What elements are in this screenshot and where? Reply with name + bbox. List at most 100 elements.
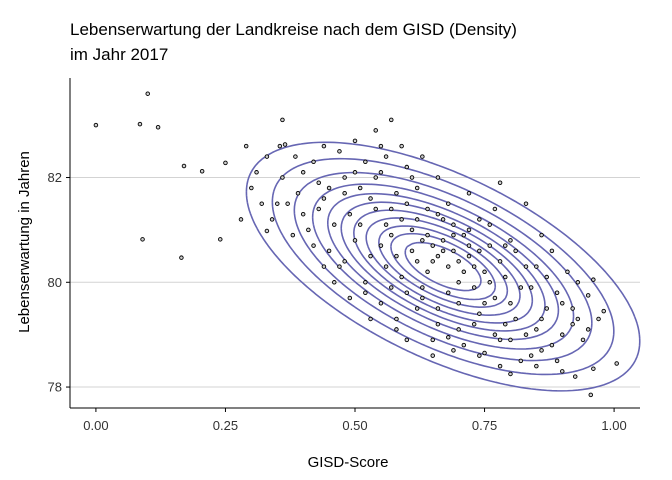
data-point-45: [326, 248, 332, 254]
data-point-103: [254, 170, 259, 175]
data-point-9: [223, 160, 228, 166]
data-point-3: [155, 124, 161, 130]
data-point-74: [420, 285, 425, 290]
data-point-46: [337, 264, 342, 269]
data-point-112: [549, 342, 555, 348]
data-point-80: [373, 206, 378, 212]
data-point-2: [137, 121, 143, 127]
y-tick-label-0: 78: [48, 380, 62, 395]
data-point-149: [332, 280, 337, 285]
data-point-141: [482, 300, 487, 306]
data-point-72: [461, 232, 467, 238]
data-point-42: [420, 154, 425, 159]
data-point-192: [570, 306, 575, 311]
data-point-143: [497, 259, 503, 264]
data-point-145: [513, 248, 518, 254]
data-point-186: [451, 348, 456, 353]
y-tick-label-1: 80: [48, 275, 62, 290]
data-point-157: [440, 217, 446, 222]
data-point-83: [471, 285, 477, 290]
data-point-164: [456, 300, 461, 306]
data-point-24: [585, 293, 591, 298]
chart-title-line-1: Lebenserwartung der Landkreise nach dem …: [70, 20, 517, 39]
x-tick-label-0: 0.00: [83, 418, 108, 433]
data-point-5: [199, 168, 205, 174]
data-point-116: [435, 321, 441, 327]
data-point-166: [492, 332, 498, 337]
data-point-138: [394, 253, 399, 259]
data-point-115: [461, 342, 467, 348]
y-axis-title: Lebenserwartung in Jahren: [16, 151, 33, 333]
density-contour-3: [293, 171, 593, 362]
data-point-35: [430, 353, 435, 358]
data-point-29: [591, 277, 596, 282]
y-tick-label-2: 82: [48, 170, 62, 185]
data-point-99: [306, 227, 311, 233]
data-point-175: [264, 154, 270, 159]
data-point-22: [321, 196, 327, 201]
data-point-78: [570, 321, 575, 327]
data-point-11: [277, 143, 283, 149]
data-point-132: [466, 243, 472, 248]
data-point-183: [321, 264, 327, 269]
data-point-180: [394, 327, 399, 332]
data-point-86: [554, 290, 560, 296]
data-point-43: [404, 164, 410, 170]
data-point-94: [508, 238, 513, 243]
data-point-23: [389, 117, 394, 123]
data-point-193: [585, 327, 591, 332]
data-point-142: [487, 280, 492, 285]
data-point-151: [357, 222, 363, 227]
data-point-60: [357, 185, 363, 191]
data-point-75: [446, 290, 451, 296]
data-point-51: [456, 327, 461, 332]
axes: 0.00 0.25 0.50 0.75 1.00 78 80 82: [48, 78, 640, 433]
data-point-13: [280, 117, 285, 123]
data-point-133: [471, 264, 477, 269]
data-point-48: [378, 300, 384, 306]
data-point-150: [342, 190, 347, 196]
data-point-194: [596, 316, 601, 322]
data-point-53: [492, 295, 498, 301]
data-point-125: [430, 243, 435, 248]
data-point-127: [440, 238, 446, 243]
data-point-135: [409, 227, 415, 233]
data-point-47: [363, 280, 368, 285]
data-point-170: [560, 300, 565, 306]
data-point-31: [560, 332, 565, 337]
data-point-63: [368, 316, 373, 322]
data-point-17: [249, 185, 254, 191]
data-point-96: [414, 185, 420, 191]
data-point-32: [575, 316, 581, 322]
x-tick-label-3: 0.75: [472, 418, 497, 433]
data-point-93: [487, 243, 492, 248]
data-point-110: [539, 232, 544, 238]
data-point-158: [451, 232, 456, 238]
data-point-134: [477, 248, 482, 254]
data-point-15: [373, 128, 378, 133]
data-point-187: [477, 353, 482, 358]
data-point-73: [389, 232, 394, 238]
x-tick-label-1: 0.25: [213, 418, 238, 433]
data-point-144: [508, 300, 513, 306]
data-point-87: [575, 280, 581, 285]
data-point-65: [451, 222, 456, 227]
data-point-128: [446, 264, 451, 269]
data-point-52: [477, 311, 482, 316]
data-point-44: [311, 159, 316, 165]
data-point-58: [316, 180, 321, 186]
data-point-66: [399, 217, 404, 222]
data-point-68: [425, 269, 430, 275]
data-point-162: [420, 295, 425, 301]
data-point-1: [145, 91, 150, 96]
data-point-100: [295, 190, 301, 196]
data-point-82: [440, 248, 446, 254]
data-point-159: [466, 227, 472, 233]
data-point-10: [243, 143, 249, 149]
data-point-163: [435, 306, 441, 311]
data-point-139: [383, 222, 389, 227]
data-point-105: [363, 159, 368, 165]
chart-title-line-2: im Jahr 2017: [70, 45, 168, 64]
data-point-36: [446, 335, 451, 340]
x-axis-title: GISD-Score: [308, 454, 389, 471]
